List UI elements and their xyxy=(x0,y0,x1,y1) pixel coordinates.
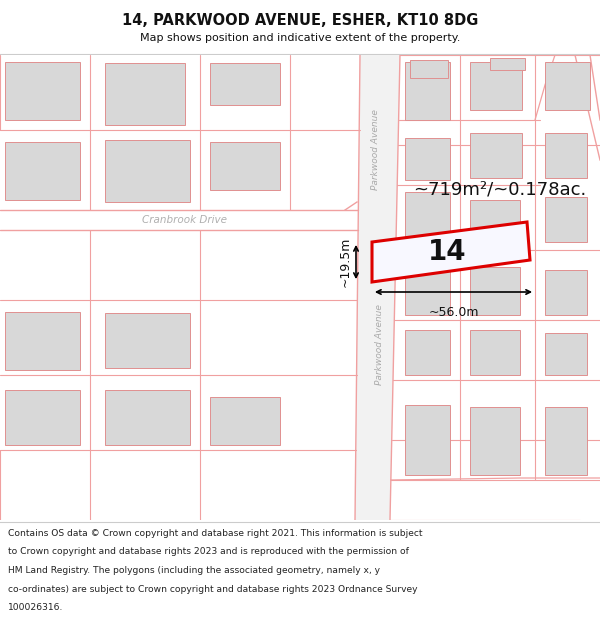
Text: Cranbrook Drive: Cranbrook Drive xyxy=(143,215,227,225)
Text: Parkwood Avenue: Parkwood Avenue xyxy=(371,109,380,191)
Bar xyxy=(5,62,80,120)
Bar xyxy=(545,407,587,475)
Text: Map shows position and indicative extent of the property.: Map shows position and indicative extent… xyxy=(140,33,460,43)
Text: co-ordinates) are subject to Crown copyright and database rights 2023 Ordnance S: co-ordinates) are subject to Crown copyr… xyxy=(8,584,418,594)
Bar xyxy=(545,197,587,242)
Bar xyxy=(105,63,185,125)
Bar xyxy=(405,405,450,475)
Bar xyxy=(105,140,190,202)
Bar xyxy=(470,267,520,315)
Text: ~56.0m: ~56.0m xyxy=(428,306,479,319)
Bar xyxy=(470,200,520,242)
Bar xyxy=(410,60,448,78)
Text: 14: 14 xyxy=(428,238,466,266)
Bar xyxy=(210,63,280,105)
Bar xyxy=(545,62,590,110)
Text: HM Land Registry. The polygons (including the associated geometry, namely x, y: HM Land Registry. The polygons (includin… xyxy=(8,566,380,575)
Bar xyxy=(470,133,522,178)
Bar xyxy=(405,330,450,375)
Text: Parkwood Avenue: Parkwood Avenue xyxy=(376,304,385,386)
Bar xyxy=(210,142,280,190)
Text: Contains OS data © Crown copyright and database right 2021. This information is : Contains OS data © Crown copyright and d… xyxy=(8,529,422,538)
Bar xyxy=(210,397,280,445)
Bar xyxy=(405,138,450,180)
Polygon shape xyxy=(372,222,530,282)
Bar xyxy=(405,62,450,120)
Text: 100026316.: 100026316. xyxy=(8,603,64,612)
Text: to Crown copyright and database rights 2023 and is reproduced with the permissio: to Crown copyright and database rights 2… xyxy=(8,548,409,556)
Bar xyxy=(105,390,190,445)
Bar xyxy=(545,133,587,178)
Bar xyxy=(490,58,525,70)
Bar xyxy=(545,270,587,315)
Bar xyxy=(105,313,190,368)
Text: ~719m²/~0.178ac.: ~719m²/~0.178ac. xyxy=(413,181,587,199)
Text: 14, PARKWOOD AVENUE, ESHER, KT10 8DG: 14, PARKWOOD AVENUE, ESHER, KT10 8DG xyxy=(122,13,478,28)
Bar xyxy=(5,142,80,200)
Bar xyxy=(545,333,587,375)
Bar xyxy=(5,312,80,370)
Bar xyxy=(5,390,80,445)
Text: ~19.5m: ~19.5m xyxy=(339,237,352,288)
Polygon shape xyxy=(355,55,400,520)
Bar xyxy=(470,330,520,375)
Bar xyxy=(405,192,450,242)
Bar xyxy=(470,407,520,475)
Bar xyxy=(470,62,522,110)
Bar xyxy=(405,265,450,315)
